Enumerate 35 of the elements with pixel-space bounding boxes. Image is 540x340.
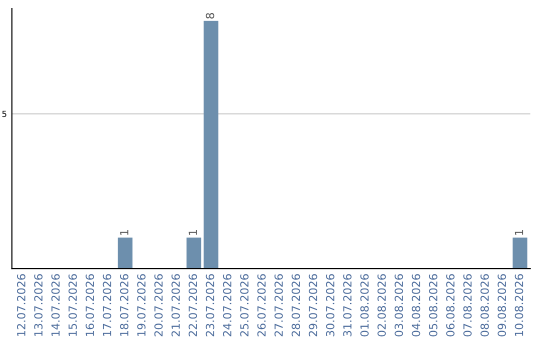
x-tick-label: 08.08.2026 [480,274,489,336]
x-tick-label: 13.07.2026 [34,274,43,336]
x-tick-label: 09.08.2026 [498,274,506,336]
x-tick-label: 04.08.2026 [412,274,420,336]
x-tick-label: 14.07.2026 [51,274,60,336]
x-tick-label: 06.08.2026 [446,274,455,336]
x-tick-label: 30.07.2026 [326,274,334,336]
x-tick-label: 15.07.2026 [68,274,77,336]
data-label: 1 [188,230,197,235]
x-tick-label: 18.07.2026 [120,274,128,336]
x-tick-label: 17.07.2026 [102,274,112,336]
x-tick-label: 16.07.2026 [86,274,94,336]
x-tick-label: 21.07.2026 [171,274,180,336]
x-tick-label: 31.07.2026 [343,274,352,336]
x-tick-label: 24.07.2026 [222,274,232,336]
x-tick-label: 23.07.2026 [206,274,214,336]
x-tick-label: 02.08.2026 [377,274,386,336]
data-label: 8 [206,13,214,19]
x-tick-label: 27.07.2026 [274,274,283,336]
x-tick-label: 28.07.2026 [292,274,300,336]
x-tick-label: 29.07.2026 [308,274,318,336]
x-tick-label: 01.08.2026 [360,274,369,336]
x-tick-label: 22.07.2026 [188,274,198,336]
x-tick-label: 19.07.2026 [137,274,146,336]
x-tick-label: 05.08.2026 [428,274,438,336]
y-tick-label: 5 [2,110,6,118]
x-tick-label: 03.08.2026 [394,274,404,336]
data-label: 1 [120,230,128,235]
x-tick-label: 26.07.2026 [257,274,266,336]
data-label: 1 [514,230,524,235]
x-tick-label: 25.07.2026 [240,274,249,336]
x-tick-label: 10.08.2026 [514,274,524,336]
x-tick-label: 12.07.2026 [17,274,26,336]
x-tick-label: 07.08.2026 [463,274,472,336]
x-tick-label: 20.07.2026 [154,274,163,336]
